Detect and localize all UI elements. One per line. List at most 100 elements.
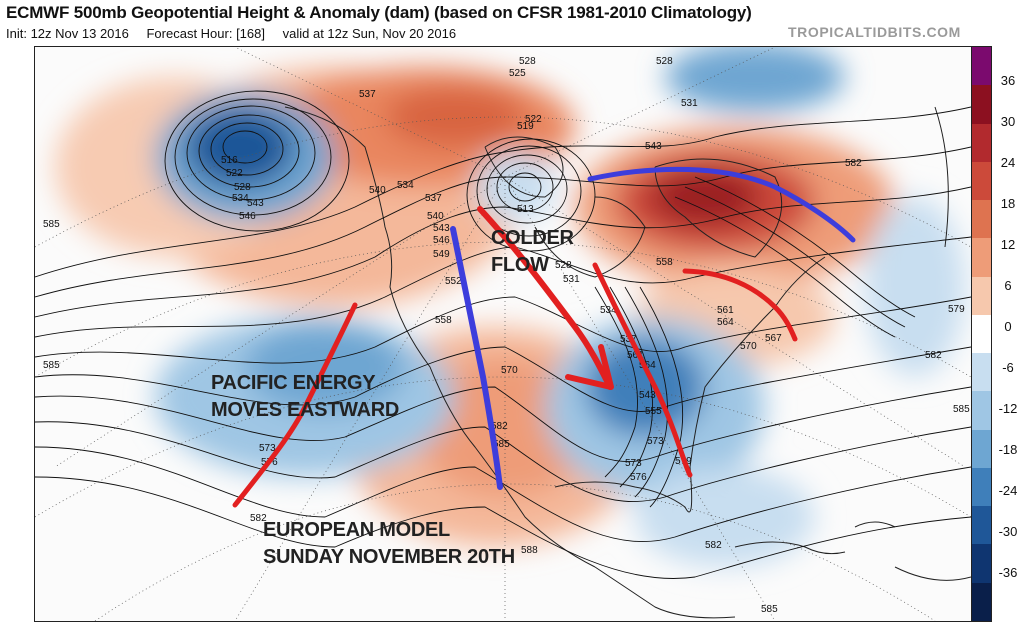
colorbar-segment [972, 276, 991, 316]
contour-label: 513 [517, 204, 534, 215]
colorbar-label: 36 [1000, 73, 1016, 88]
contour-label: 543 [645, 141, 662, 152]
graticule [35, 47, 971, 621]
contour-label: 585 [493, 439, 510, 450]
colorbar-segment [972, 161, 991, 201]
contour-label: 528 [555, 260, 572, 271]
colorbar-segment [972, 200, 991, 239]
contour-label: 561 [717, 305, 734, 316]
contour-label: 546 [433, 235, 450, 246]
contour-label: 585 [43, 360, 60, 371]
contour-label: 534 [600, 305, 617, 316]
colorbar-label: -24 [998, 483, 1018, 498]
contour-label: 588 [521, 545, 538, 556]
colorbar-label: 6 [1004, 278, 1012, 293]
colorbar-label: 18 [1000, 196, 1016, 211]
colorbar-label: -12 [998, 401, 1018, 416]
map-svg: 5285255285315375225195435165225285345435… [35, 47, 971, 621]
colorbar-segment [972, 429, 991, 469]
contour-label: 528 [519, 56, 536, 67]
colorbar-label: 30 [1000, 114, 1016, 129]
contour-label: 546 [239, 211, 256, 222]
forecast-hour: Forecast Hour: [168] [146, 26, 265, 41]
valid-time: valid at 12z Sun, Nov 20 2016 [282, 26, 457, 41]
contour-label: 537 [359, 89, 376, 100]
contour-label: 582 [845, 158, 862, 169]
contour-label: 543 [639, 390, 656, 401]
contour-label: 519 [517, 121, 534, 132]
contour-label: 522 [525, 114, 542, 125]
contour-label: 558 [656, 257, 673, 268]
colorbar-segment [972, 353, 991, 392]
contour-label: 573 [625, 458, 642, 469]
contour-label: 570 [740, 341, 757, 352]
colorbar-label: 0 [1004, 319, 1012, 334]
contour-label: 537 [620, 334, 637, 345]
contour-label: 540 [369, 185, 386, 196]
annotation-line: COLDER [491, 227, 574, 249]
red-arrow-colder-1 [477, 206, 613, 390]
contour-label: 549 [433, 249, 450, 260]
annotation-line: SUNDAY NOVEMBER 20TH [263, 546, 515, 568]
annotation-arrows [232, 166, 856, 508]
contour-label: 573 [647, 436, 664, 447]
blue-arrow-greenland [587, 166, 856, 243]
contour-label: 582 [491, 421, 508, 432]
contour-label: 585 [43, 219, 60, 230]
colorbar-label: -36 [998, 565, 1018, 580]
colorbar-segment [972, 314, 991, 354]
contour-label: 516 [221, 155, 238, 166]
colorbar-segment [972, 47, 991, 86]
contour-label: 534 [232, 193, 249, 204]
contour-label: 543 [433, 223, 450, 234]
colorbar [971, 46, 992, 622]
contour-label: 531 [563, 274, 580, 285]
init-time: Init: 12z Nov 13 2016 [6, 26, 129, 41]
colorbar-segment [972, 238, 991, 278]
contour-label: 558 [435, 315, 452, 326]
colorbar-segment [972, 506, 991, 545]
annotation-model: EUROPEAN MODEL SUNDAY NOVEMBER 20TH [263, 517, 515, 571]
red-arrow-atlantic [682, 268, 798, 342]
colorbar-segment [972, 391, 991, 431]
contour-label: 552 [445, 276, 462, 287]
chart-title: ECMWF 500mb Geopotential Height & Anomal… [6, 3, 752, 22]
blue-arrow-west [450, 226, 503, 490]
contour-label: 570 [501, 365, 518, 376]
contour-label: 582 [925, 350, 942, 361]
annotation-line: MOVES EASTWARD [211, 399, 400, 421]
colorbar-label: -30 [998, 524, 1018, 539]
contour-label: 561 [627, 350, 644, 361]
red-arrow-florida [592, 262, 693, 478]
colorbar-segment [972, 582, 991, 622]
watermark: TROPICALTIDBITS.COM [788, 24, 961, 40]
contour-label: 573 [259, 443, 276, 454]
contour-label: 564 [717, 317, 734, 328]
contour-label: 555 [645, 406, 662, 417]
contour-label: 582 [250, 513, 267, 524]
colorbar-label: 12 [1000, 237, 1016, 252]
red-arrow-pacific [232, 302, 358, 508]
contour-label: 537 [425, 193, 442, 204]
red-arrow-colder-head [565, 344, 614, 390]
colorbar-segment [972, 123, 991, 163]
colorbar-label: 24 [1000, 155, 1016, 170]
annotation-colder-flow: COLDER FLOW [491, 225, 574, 279]
contour-label: 582 [705, 540, 722, 551]
coastlines [284, 106, 971, 619]
contour-label: 585 [953, 404, 970, 415]
contour-label: 522 [226, 168, 243, 179]
contour-label: 564 [639, 360, 656, 371]
contour-label: 534 [397, 180, 414, 191]
annotation-line: EUROPEAN MODEL [263, 519, 450, 541]
annotation-line: PACIFIC ENERGY [211, 372, 376, 394]
colorbar-label: -6 [1002, 360, 1014, 375]
annotation-line: FLOW [491, 254, 549, 276]
contour-label: 531 [681, 98, 698, 109]
colorbar-segment [972, 467, 991, 507]
anomaly-shading [55, 47, 965, 567]
chart-subtitle: Init: 12z Nov 13 2016 Forecast Hour: [16… [6, 26, 470, 41]
annotation-pacific: PACIFIC ENERGY MOVES EASTWARD [211, 370, 399, 424]
contour-label: 579 [948, 304, 965, 315]
colorbar-segment [972, 544, 991, 584]
